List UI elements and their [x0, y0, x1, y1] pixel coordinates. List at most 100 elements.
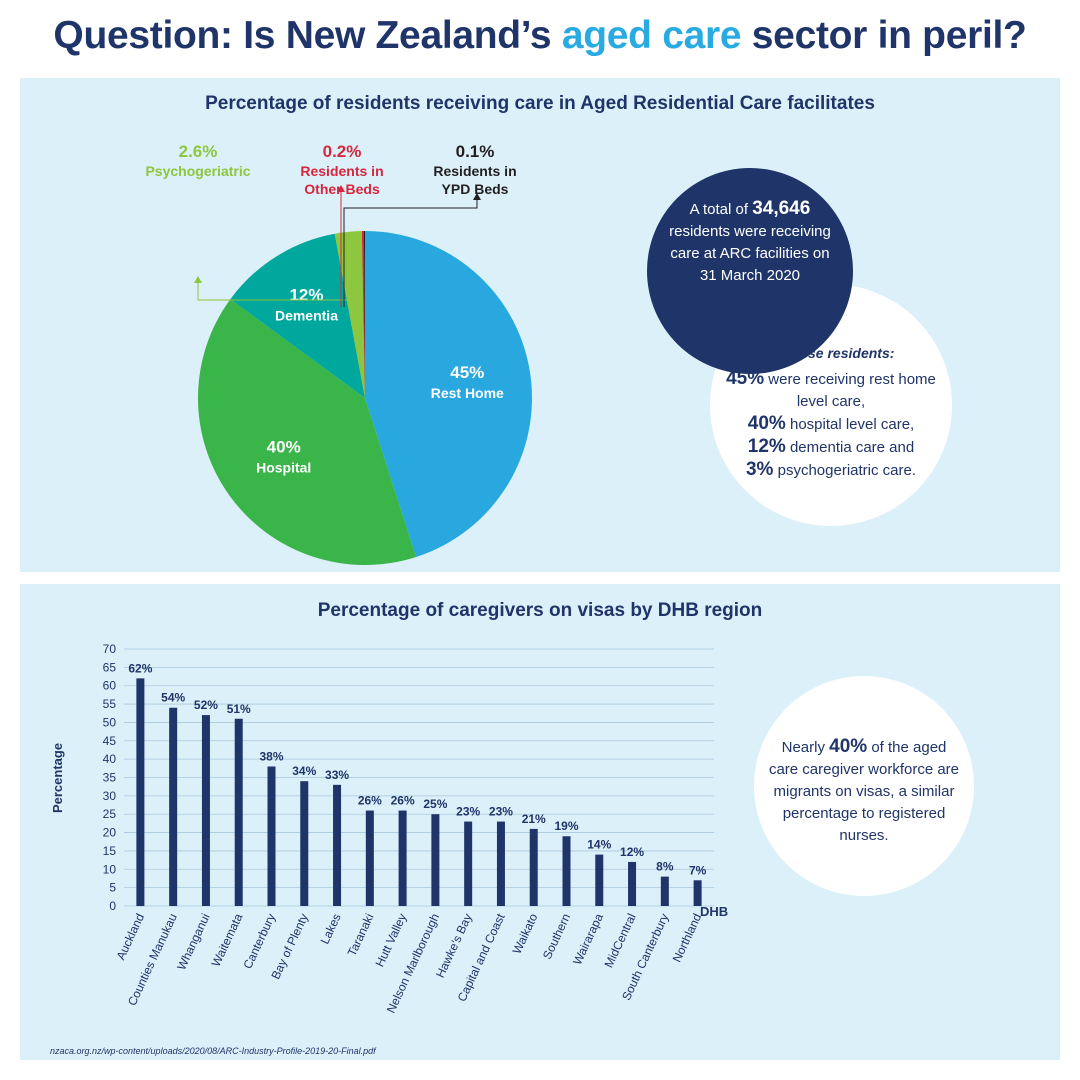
x-axis-label: DHB — [700, 904, 728, 919]
y-tick-45: 45 — [103, 734, 117, 748]
bar-label-nelson-marlborough: 25% — [423, 797, 447, 811]
x-tick-waikato: Waikato — [510, 911, 541, 956]
pie-slice-residents-in-other-beds — [361, 231, 365, 398]
y-tick-55: 55 — [103, 697, 117, 711]
y-axis-label: Percentage — [50, 743, 65, 813]
title-highlight: aged care — [561, 14, 742, 57]
visa-pct: 40% — [829, 736, 868, 757]
total-prefix: A total of — [689, 201, 753, 218]
breakdown-text-psychogeriatric: psychogeriatric care. — [773, 462, 917, 479]
y-tick-60: 60 — [103, 679, 117, 693]
psychogeriatric-arrow-icon — [194, 276, 202, 283]
y-tick-0: 0 — [109, 899, 116, 913]
x-tick-wairarapa: Wairarapa — [570, 911, 606, 967]
x-tick-midcentral: MidCentral — [602, 911, 639, 970]
bar-label-lakes: 33% — [325, 768, 349, 782]
bar-label-hawke-s-bay: 23% — [456, 805, 480, 819]
bar-label-taranaki: 26% — [358, 794, 382, 808]
other-beds-label-line1: Residents in — [300, 163, 383, 179]
pie-chart-title: Percentage of residents receiving care i… — [205, 93, 875, 114]
y-tick-30: 30 — [103, 789, 117, 803]
bar-whanganui — [201, 715, 210, 906]
bar-capital-and-coast — [496, 821, 505, 906]
bar-nelson-marlborough — [431, 814, 440, 906]
pie-slice-psychogeriatric — [334, 231, 365, 398]
y-tick-50: 50 — [103, 715, 117, 729]
bar-waitemata — [234, 718, 243, 906]
x-tick-whanganui: Whanganui — [174, 911, 212, 972]
bar-label-bay-of-plenty: 34% — [292, 764, 316, 778]
x-tick-waitemata: Waitemata — [209, 911, 246, 969]
ypd-beds-leader-line — [343, 196, 478, 307]
other-beds-label-line2: Other Beds — [304, 181, 380, 197]
pie-slice-rest-home — [365, 231, 533, 557]
y-tick-25: 25 — [103, 807, 117, 821]
bar-auckland — [136, 678, 145, 906]
total-residents-circle: A total of 34,646 residents were receivi… — [647, 168, 853, 374]
y-tick-65: 65 — [103, 660, 117, 674]
bar-chart-title: Percentage of caregivers on visas by DHB… — [317, 600, 763, 621]
ypd-beds-label-line2: YPD Beds — [442, 181, 509, 197]
y-tick-10: 10 — [103, 862, 117, 876]
source-citation: nzaca.org.nz/wp-content/uploads/2020/08/… — [50, 1046, 376, 1056]
x-tick-lakes: Lakes — [318, 911, 344, 946]
pie-callouts: 2.6% Psychogeriatric 0.2% Residents in O… — [145, 142, 517, 307]
total-number: 34,646 — [752, 198, 811, 219]
bar-label-whanganui: 52% — [194, 698, 218, 712]
bar-label-counties-manukau: 54% — [161, 691, 185, 705]
visa-summary-circle: Nearly 40% of the aged care caregiver wo… — [754, 676, 974, 896]
pie-slice-dementia — [230, 233, 365, 398]
x-tick-auckland: Auckland — [114, 911, 148, 962]
bar-label-southern: 19% — [554, 819, 578, 833]
breakdown-pct-psychogeriatric: 3% — [745, 459, 774, 480]
pie-value-dementia: 12% — [289, 286, 323, 305]
x-tick-southern: Southern — [540, 911, 573, 961]
y-tick-35: 35 — [103, 771, 117, 785]
bar-southern — [562, 836, 571, 906]
x-tick-hutt-valley: Hutt Valley — [372, 911, 409, 969]
y-tick-40: 40 — [103, 752, 117, 766]
pie-slice-hospital — [197, 299, 417, 565]
residents-panel: Percentage of residents receiving care i… — [20, 78, 1060, 572]
ypd-beds-label-line1: Residents in — [433, 163, 516, 179]
pie-value-hospital: 40% — [267, 438, 301, 457]
bar-label-canterbury: 38% — [259, 749, 283, 763]
bar-wairarapa — [595, 854, 604, 906]
other-beds-arrow-icon — [337, 185, 345, 192]
bar-label-auckland: 62% — [128, 661, 152, 675]
visa-suffix: of the aged care caregiver workforce are… — [768, 739, 960, 844]
psychogeriatric-leader-line — [197, 279, 350, 306]
other-beds-value: 0.2% — [323, 142, 362, 161]
bar-label-waitemata: 51% — [227, 702, 251, 716]
bar-label-wairarapa: 14% — [587, 838, 611, 852]
y-tick-5: 5 — [109, 881, 116, 895]
pie-value-rest-home: 45% — [450, 363, 484, 382]
bar-label-midcentral: 12% — [620, 845, 644, 859]
breakdown-text-hospital: hospital level care, — [785, 416, 915, 433]
bar-label-waikato: 21% — [522, 812, 546, 826]
y-tick-15: 15 — [103, 844, 117, 858]
bar-south-canterbury — [660, 876, 669, 906]
page-title: Question: Is New Zealand’s aged care sec… — [0, 14, 1080, 58]
breakdown-pct-dementia: 12% — [747, 436, 786, 457]
bar-hawke-s-bay — [464, 821, 473, 906]
x-tick-northland: Northland — [670, 911, 705, 964]
breakdown-pct-hospital: 40% — [747, 413, 786, 434]
bar-chart: 0 5 10 15 20 25 30 35 40 45 50 55 60 65 70 62% 54% 52% 51… — [50, 642, 728, 1015]
bar-bay-of-plenty — [300, 781, 309, 906]
bar-midcentral — [628, 861, 637, 906]
title-suffix: sector in peril? — [741, 14, 1027, 57]
bar-label-hutt-valley: 26% — [391, 794, 415, 808]
visa-panel: Percentage of caregivers on visas by DHB… — [20, 584, 1060, 1060]
bar-counties-manukau — [169, 707, 178, 906]
bar-canterbury — [267, 766, 276, 906]
bar-northland — [693, 880, 702, 906]
breakdown-text-dementia: dementia care and — [785, 439, 915, 456]
bar-waikato — [529, 828, 538, 906]
pie-chart: 45% Rest Home 40% Hospital 12% Dementia 2.6% … — [145, 142, 533, 565]
visa-prefix: Nearly — [781, 739, 830, 756]
x-tick-canterbury: Canterbury — [240, 911, 278, 971]
pie-label-hospital: Hospital — [256, 460, 311, 476]
pie-label-dementia: Dementia — [275, 308, 338, 324]
psychogeriatric-label: Psychogeriatric — [145, 163, 250, 179]
